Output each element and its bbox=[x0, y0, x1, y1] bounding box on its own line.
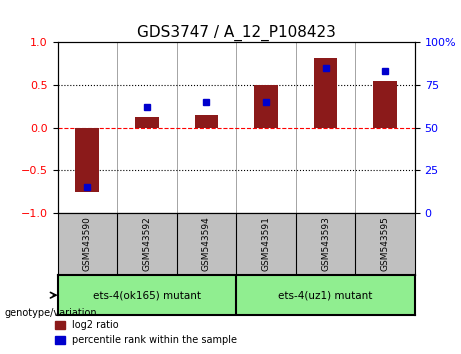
Text: genotype/variation: genotype/variation bbox=[5, 308, 97, 318]
Text: GSM543591: GSM543591 bbox=[261, 216, 271, 271]
Text: GSM543595: GSM543595 bbox=[381, 216, 390, 271]
Text: ets-4(ok165) mutant: ets-4(ok165) mutant bbox=[93, 290, 201, 300]
Text: GSM543592: GSM543592 bbox=[142, 216, 152, 271]
Bar bbox=[76, 128, 99, 192]
Bar bbox=[313, 58, 337, 128]
Legend: log2 ratio, percentile rank within the sample: log2 ratio, percentile rank within the s… bbox=[51, 316, 241, 349]
Text: ets-4(uz1) mutant: ets-4(uz1) mutant bbox=[278, 290, 373, 300]
Text: GSM543590: GSM543590 bbox=[83, 216, 92, 271]
Bar bbox=[195, 115, 219, 128]
Text: GSM543593: GSM543593 bbox=[321, 216, 330, 271]
Title: GDS3747 / A_12_P108423: GDS3747 / A_12_P108423 bbox=[137, 25, 336, 41]
Bar bbox=[254, 85, 278, 128]
Bar bbox=[373, 81, 397, 128]
Text: GSM543594: GSM543594 bbox=[202, 216, 211, 271]
Bar bbox=[135, 118, 159, 128]
